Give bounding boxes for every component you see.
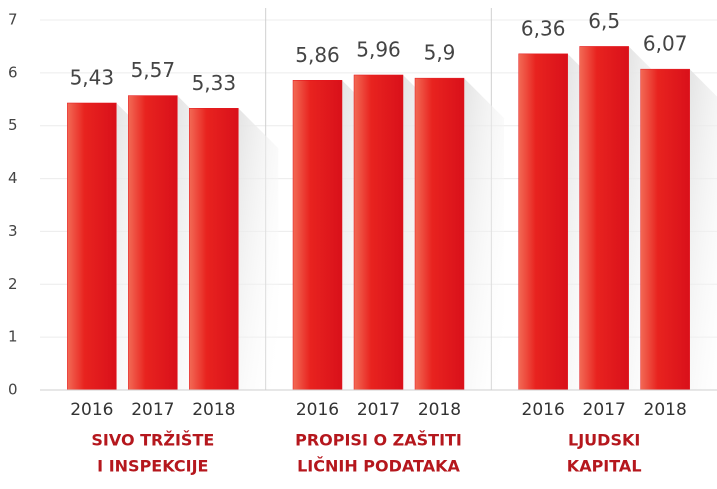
bar [353, 74, 404, 391]
x-tick-label: 2018 [644, 400, 687, 420]
bar-shadow [238, 108, 279, 391]
group-label: LJUDSKI [568, 431, 640, 450]
value-label: 5,86 [295, 43, 340, 67]
bar-shadow [464, 78, 504, 391]
bar [579, 46, 629, 391]
y-tick-label: 5 [8, 116, 18, 134]
y-tick-label: 7 [8, 11, 18, 29]
bar [67, 102, 117, 391]
x-tick-label: 2017 [357, 400, 400, 420]
bar [640, 68, 690, 391]
value-label: 6,07 [643, 32, 688, 56]
value-label: 5,96 [356, 37, 401, 61]
group-label: SIVO TRŽIŠTE [91, 431, 214, 450]
value-label: 6,5 [588, 9, 620, 33]
group-label: I INSPEKCIJE [97, 457, 208, 476]
bar [414, 77, 465, 391]
y-tick-label: 3 [8, 222, 18, 240]
bar [189, 108, 239, 391]
value-label: 5,33 [192, 71, 237, 95]
y-tick-label: 6 [8, 63, 18, 81]
value-label: 5,57 [131, 58, 176, 82]
x-tick-label: 2016 [70, 400, 113, 420]
x-tick-label: 2016 [522, 400, 565, 420]
bar [292, 80, 343, 391]
group-label: KAPITAL [567, 457, 642, 476]
x-tick-label: 2017 [131, 400, 174, 420]
y-tick-label: 0 [8, 381, 18, 399]
x-tick-label: 2016 [296, 400, 339, 420]
y-tick-label: 4 [8, 169, 18, 187]
x-tick-label: 2018 [192, 400, 235, 420]
x-tick-label: 2017 [583, 400, 626, 420]
bar-shadow [689, 69, 717, 390]
x-tick-label: 2018 [418, 400, 461, 420]
value-label: 5,43 [70, 65, 115, 89]
value-label: 6,36 [521, 16, 566, 40]
bar [128, 95, 178, 391]
y-tick-label: 1 [8, 328, 18, 346]
group-label: LIČNIH PODATAKA [297, 457, 460, 476]
bar [518, 53, 568, 391]
value-label: 5,9 [424, 41, 456, 65]
y-tick-label: 2 [8, 275, 18, 293]
group-label: PROPISI O ZAŠTITI [295, 431, 462, 450]
